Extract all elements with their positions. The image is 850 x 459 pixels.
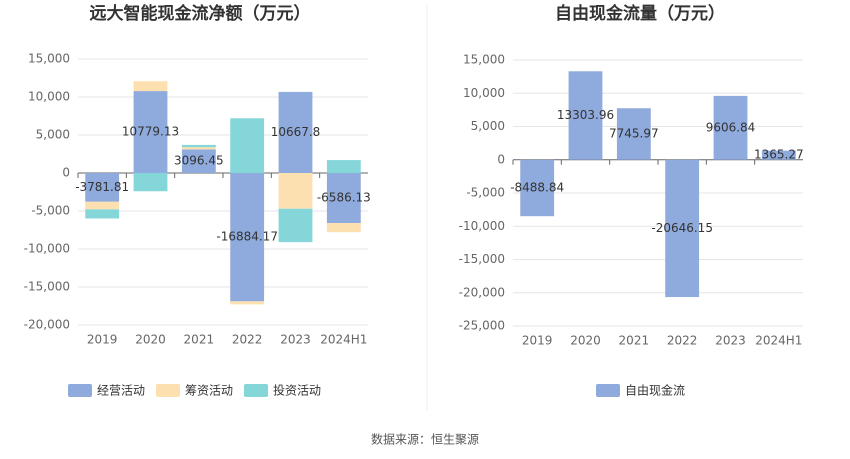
y-tick-label: -15,000: [24, 280, 70, 294]
y-tick-label: -10,000: [459, 219, 505, 233]
chart-title: 自由现金流量（万元）: [555, 3, 725, 24]
x-tick-label: 2019: [522, 334, 553, 348]
bar: [520, 159, 555, 217]
x-tick-label: 2022: [667, 334, 698, 348]
legend-swatch: [156, 384, 180, 397]
bar: [85, 201, 120, 210]
value-label: 9606.84: [706, 120, 756, 134]
y-tick-label: -5,000: [31, 204, 70, 218]
bar: [181, 144, 216, 148]
value-label: -16884.17: [216, 230, 278, 244]
y-tick-label: 10,000: [28, 90, 70, 104]
x-tick-label: 2021: [619, 334, 650, 348]
x-tick-label: 2019: [87, 333, 118, 347]
y-tick-label: 5,000: [36, 128, 70, 142]
value-label: 1365.27: [754, 148, 804, 162]
bar: [326, 223, 361, 233]
value-label: -6586.13: [317, 191, 371, 205]
y-tick-label: 10,000: [463, 86, 505, 100]
bar: [616, 108, 651, 160]
value-label: 3096.45: [174, 154, 224, 168]
value-label: 10667.8: [271, 125, 321, 139]
bar: [85, 209, 120, 219]
bar: [230, 301, 265, 305]
x-tick-label: 2023: [715, 334, 746, 348]
bar: [761, 150, 796, 160]
bar: [278, 173, 313, 209]
y-tick-label: -20,000: [459, 285, 505, 299]
y-tick-label: 15,000: [463, 53, 505, 67]
legend-swatch: [244, 384, 268, 397]
x-tick-label: 2020: [570, 334, 601, 348]
x-tick-label: 2023: [280, 333, 311, 347]
bar: [133, 81, 168, 92]
bar: [133, 91, 168, 173]
y-tick-label: -10,000: [24, 242, 70, 256]
legend-swatch: [68, 384, 92, 397]
bar: [665, 159, 700, 298]
bar: [713, 95, 748, 160]
y-tick-label: 5,000: [471, 119, 505, 133]
value-label: 10779.13: [122, 125, 179, 139]
bar: [85, 173, 120, 202]
bar: [278, 91, 313, 173]
bar: [230, 118, 265, 173]
bar: [181, 149, 216, 173]
y-tick-label: 0: [497, 152, 505, 166]
y-tick-label: 0: [62, 166, 70, 180]
y-tick-label: -5,000: [466, 186, 505, 200]
value-label: -20646.15: [651, 221, 713, 235]
legend-label: 自由现金流: [625, 383, 685, 398]
bar: [181, 147, 216, 150]
x-tick-label: 2024H1: [755, 334, 802, 348]
y-tick-label: -20,000: [24, 318, 70, 332]
x-tick-label: 2021: [184, 333, 215, 347]
x-tick-label: 2024H1: [320, 333, 367, 347]
bar: [278, 208, 313, 243]
y-tick-label: -25,000: [459, 319, 505, 333]
bar: [230, 173, 265, 302]
legend-label: 筹资活动: [185, 384, 233, 398]
bar: [326, 160, 361, 173]
value-label: 7745.97: [609, 126, 659, 140]
value-label: 13303.96: [557, 108, 614, 122]
y-tick-label: 15,000: [28, 52, 70, 66]
bar: [326, 173, 361, 224]
x-tick-label: 2022: [232, 333, 263, 347]
legend-label: 经营活动: [97, 384, 145, 398]
legend-swatch: [596, 384, 620, 397]
source: 数据来源：恒生聚源: [371, 432, 479, 447]
x-tick-label: 2020: [135, 333, 166, 347]
value-label: -3781.81: [75, 180, 129, 194]
bar: [568, 71, 603, 160]
chart-title: 远大智能现金流净额（万元）: [90, 3, 311, 24]
value-label: -8488.84: [510, 180, 564, 194]
y-tick-label: -15,000: [459, 252, 505, 266]
legend-label: 投资活动: [273, 383, 321, 398]
bar: [133, 173, 168, 192]
